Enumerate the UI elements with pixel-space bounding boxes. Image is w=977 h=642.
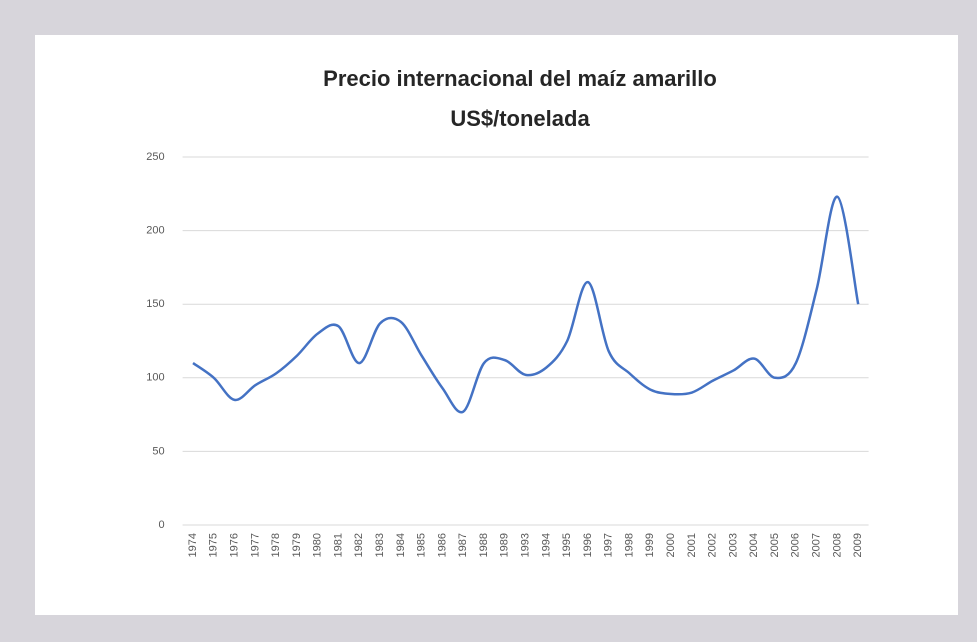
x-tick-label: 1993 [520,533,532,557]
y-tick-label: 50 [152,445,164,457]
x-tick-label: 2009 [852,533,864,557]
x-tick-label: 1977 [249,533,261,557]
x-tick-label: 1988 [478,533,490,557]
y-tick-label: 0 [158,519,164,531]
y-tick-label: 200 [146,225,164,237]
x-tick-label: 1996 [582,533,594,557]
y-tick-label: 150 [146,298,164,310]
x-tick-label: 1974 [187,533,199,557]
x-tick-label: 1989 [499,533,511,557]
x-tick-label: 1987 [457,533,469,557]
x-tick-label: 1998 [623,533,635,557]
x-tick-label: 1983 [374,533,386,557]
x-tick-label: 1984 [395,533,407,557]
x-tick-label: 1985 [416,533,428,557]
x-tick-label: 1978 [270,533,282,557]
x-tick-label: 2001 [686,533,698,557]
x-tick-label: 1981 [332,533,344,557]
x-tick-label: 2006 [790,533,802,557]
x-tick-label: 2003 [727,533,739,557]
x-tick-label: 1979 [291,533,303,557]
x-tick-label: 2005 [769,533,781,557]
x-tick-label: 1997 [603,533,615,557]
chart-panel [35,35,958,615]
x-tick-label: 1982 [353,533,365,557]
y-tick-label: 100 [146,372,164,384]
x-tick-label: 1980 [312,533,324,557]
x-tick-label: 1995 [561,533,573,557]
x-tick-label: 2008 [831,533,843,557]
x-tick-label: 2002 [707,533,719,557]
x-tick-label: 1976 [228,533,240,557]
x-tick-label: 2000 [665,533,677,557]
x-tick-label: 1975 [208,533,220,557]
x-tick-label: 1986 [436,533,448,557]
x-tick-label: 1999 [644,533,656,557]
x-tick-label: 2004 [748,533,760,557]
data-line [192,195,860,414]
chart-title: Precio internacional del maíz amarillo [323,66,717,91]
x-tick-label: 1994 [540,533,552,557]
x-tick-label: 2007 [811,533,823,557]
chart-subtitle: US$/tonelada [450,106,590,131]
y-tick-label: 250 [146,151,164,163]
